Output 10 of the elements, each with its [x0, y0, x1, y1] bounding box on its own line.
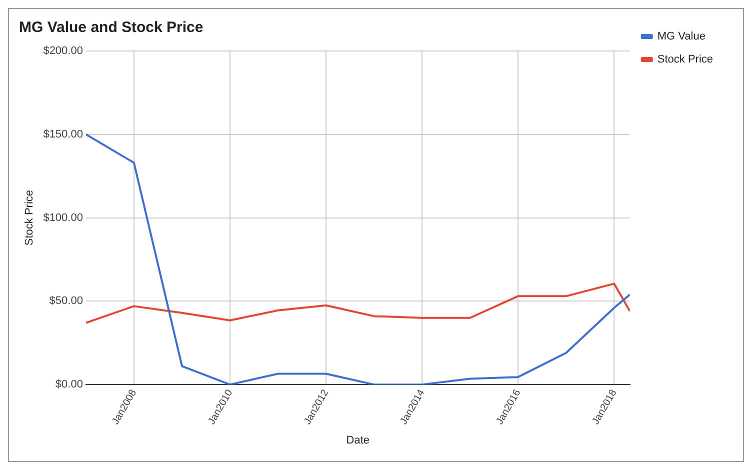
legend-label: Stock Price	[657, 54, 714, 66]
y-tick-label: $100.00	[43, 212, 83, 224]
y-tick-label: $150.00	[43, 128, 83, 140]
y-tick-label: $200.00	[43, 45, 83, 58]
y-tick-label: $0.00	[55, 378, 83, 391]
y-tick-label: $50.00	[49, 295, 83, 308]
y-axis-title: Stock Price	[24, 190, 36, 246]
x-axis-title: Date	[346, 434, 370, 446]
legend-label: MG Value	[657, 30, 706, 43]
chart-title: MG Value and Stock Price	[19, 19, 204, 36]
